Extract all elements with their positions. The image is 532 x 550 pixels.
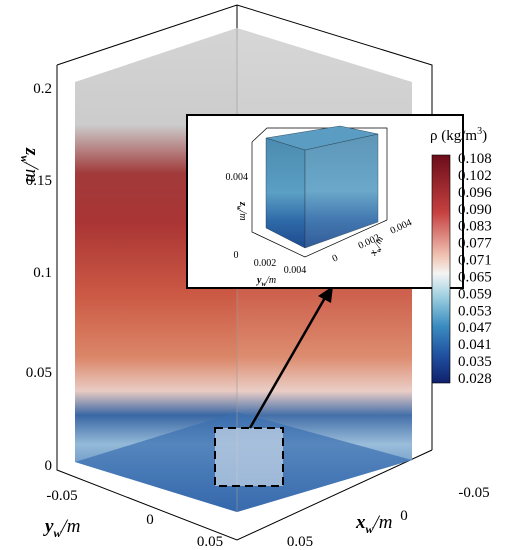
inset-y-tick-label: 0.002 <box>254 258 277 269</box>
colorbar-tick-label: 0.071 <box>458 253 492 269</box>
axis-subscript: w <box>53 526 62 540</box>
inset-z-tick-label: 0.004 <box>226 172 249 183</box>
z-axis-label: zw/m <box>18 147 42 182</box>
y-axis-label: yw/m <box>43 516 80 540</box>
y-tick-label: 0 <box>146 512 154 528</box>
colorbar-tick-label: 0.108 <box>458 151 492 167</box>
colorbar-tick-label: 0.041 <box>458 337 492 353</box>
x-axis-label: xw/m <box>355 512 393 536</box>
axis-symbol: z <box>237 201 248 206</box>
labels: 00.050.10.150.2-0.0500.05-0.0500.05zw/my… <box>18 81 492 550</box>
inset-y-tick-label: 0.004 <box>284 265 307 276</box>
axis-symbol: y <box>43 516 54 537</box>
axis-symbol: x <box>367 248 380 258</box>
colorbar-tick-label: 0.102 <box>458 168 492 184</box>
z-tick-label: 0.15 <box>26 173 52 189</box>
inset-x-tick-label: 0 <box>331 253 340 265</box>
axis-unit: /m <box>373 512 393 533</box>
inset-x-axis-label: xw/m <box>367 235 388 259</box>
axis-unit: /m <box>21 162 42 182</box>
x-tick-label: 0 <box>400 508 408 524</box>
axis-subscript: w <box>18 155 32 164</box>
inset-y-tick-label: 0 <box>234 250 239 261</box>
axis-symbol: z <box>21 147 42 156</box>
colorbar <box>431 154 451 384</box>
x-tick-label: -0.05 <box>458 485 489 501</box>
x-tick-label: 0.05 <box>287 534 313 550</box>
colorbar-title: ρ (kg/m3) <box>430 126 487 144</box>
axis-symbol: y <box>256 275 262 286</box>
colorbar-tick-label: 0.028 <box>458 371 492 387</box>
axis-subscript: w <box>366 522 375 536</box>
inset-box <box>251 142 388 258</box>
z-tick-label: 0.2 <box>33 81 52 97</box>
axis-unit: /m <box>60 516 80 537</box>
axis-subscript: w <box>374 246 383 254</box>
axis-unit: /m <box>237 210 248 221</box>
axis-subscript: w <box>261 280 266 288</box>
inset <box>186 114 464 289</box>
colorbar-tick-label: 0.053 <box>458 303 492 319</box>
arrow-head <box>318 286 333 303</box>
colorbar-tick-label: 0.059 <box>458 286 492 302</box>
z-tick-label: 0 <box>45 458 53 474</box>
axis-symbol: x <box>355 512 366 533</box>
colorbar-tick-label: 0.047 <box>458 320 492 336</box>
colorbar-tick-label: 0.035 <box>458 354 492 370</box>
inset-cube-top <box>265 125 379 151</box>
inset-y-axis-label: yw/m <box>256 275 276 288</box>
y-tick-label: -0.05 <box>46 488 77 504</box>
axis-unit: /m <box>371 235 386 250</box>
inset-z-axis-label: zw/m <box>235 201 248 221</box>
colorbar-tick-label: 0.096 <box>458 185 492 201</box>
axis-unit: /m <box>265 275 276 286</box>
colorbar-tick-label: 0.065 <box>458 269 492 285</box>
colorbar-tick-label: 0.077 <box>458 236 492 252</box>
colorbar-tick-label: 0.090 <box>458 202 492 218</box>
axis-subscript: w <box>235 206 243 211</box>
arrow <box>248 295 328 429</box>
z-tick-label: 0.05 <box>26 365 52 381</box>
y-tick-label: 0.05 <box>197 534 223 550</box>
colorbar-tick-label: 0.083 <box>458 219 492 235</box>
z-tick-label: 0.1 <box>33 265 52 281</box>
zoom-region <box>214 427 284 487</box>
